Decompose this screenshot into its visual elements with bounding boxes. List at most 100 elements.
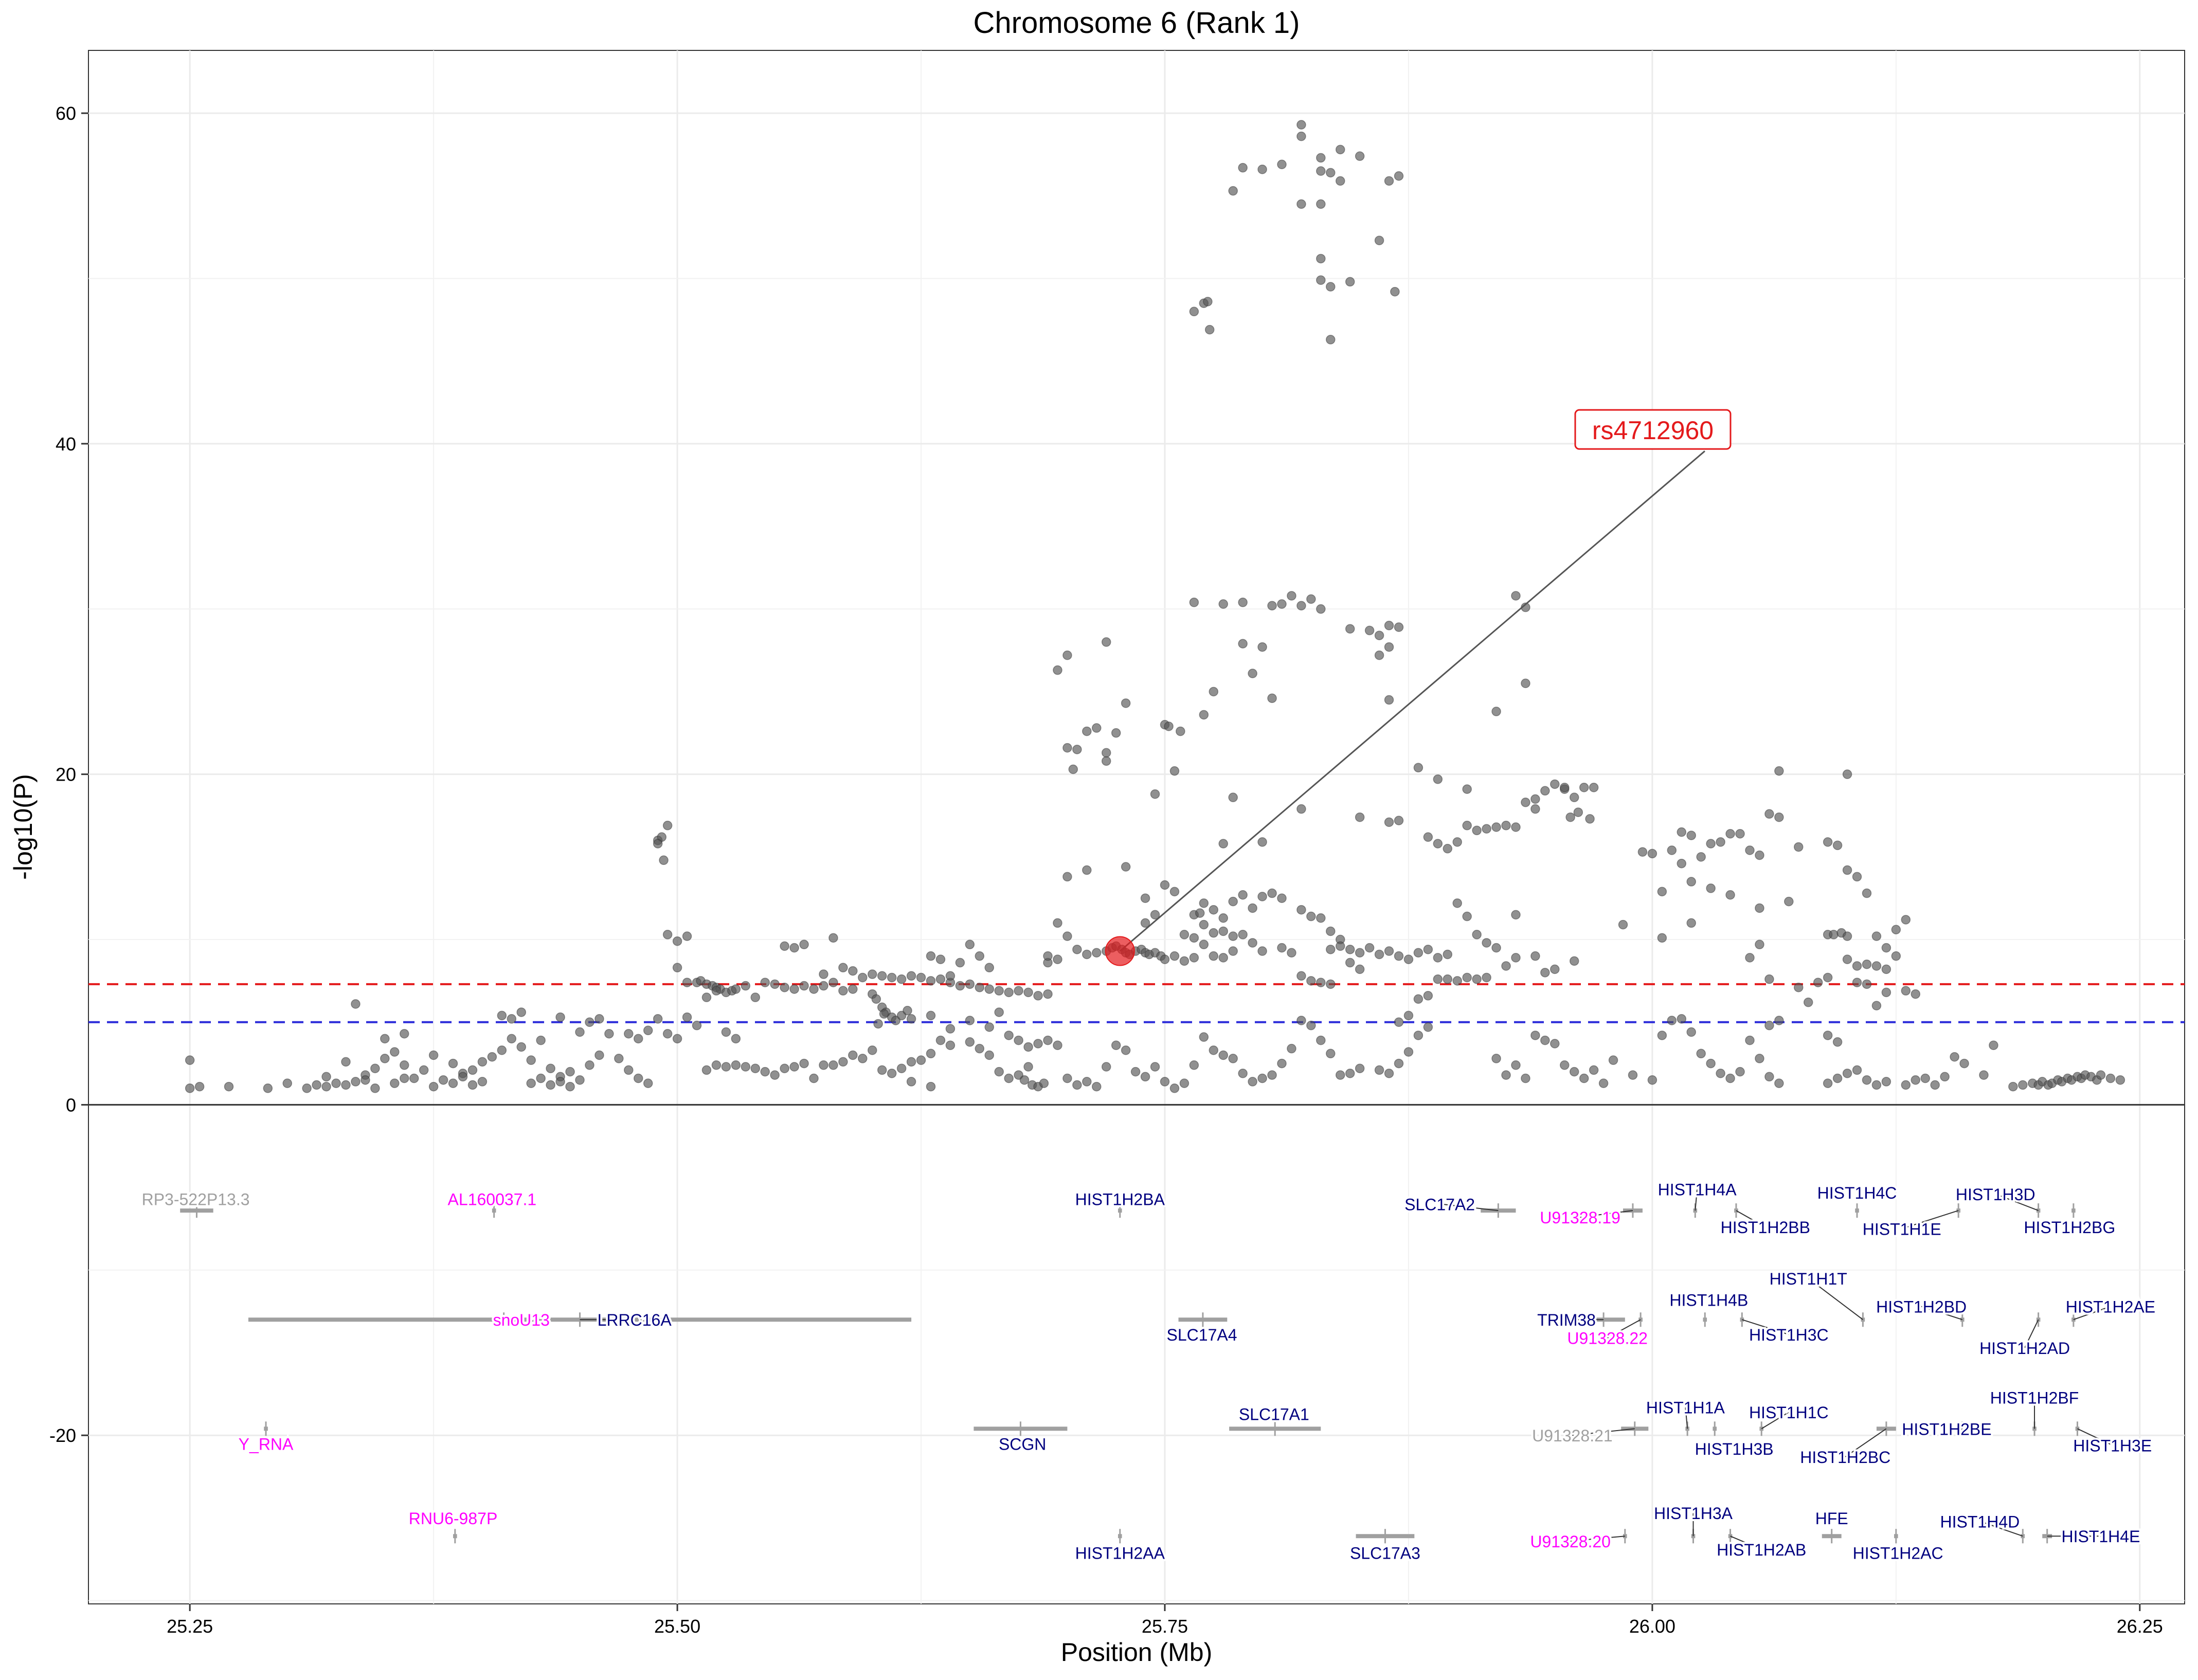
snp-point xyxy=(1550,1039,1560,1049)
snp-point xyxy=(477,1057,488,1067)
snp-point xyxy=(1832,1073,1843,1083)
snp-point xyxy=(1530,804,1540,814)
snp-point xyxy=(1345,1069,1355,1078)
gene-label-leader xyxy=(1921,1306,1963,1321)
snp-point xyxy=(1657,933,1667,943)
snp-point xyxy=(711,1060,722,1070)
snp-point xyxy=(1248,903,1257,913)
snp-point xyxy=(1433,974,1443,984)
snp-point xyxy=(1296,905,1306,915)
snp-point xyxy=(1296,131,1306,141)
gene-label: HIST1H2BF xyxy=(1990,1388,2079,1407)
snp-points xyxy=(185,120,2125,1093)
snp-point xyxy=(984,1050,994,1060)
x-tick-label: 25.25 xyxy=(167,1616,213,1637)
snp-point xyxy=(1560,1060,1570,1070)
snp-point xyxy=(1443,844,1453,854)
snp-point xyxy=(1394,171,1404,181)
snp-point xyxy=(1257,642,1267,652)
snp-point xyxy=(380,1034,390,1044)
snp-point xyxy=(1316,604,1326,614)
snp-point xyxy=(1384,1069,1394,1078)
snp-point xyxy=(1326,1049,1336,1059)
snp-point xyxy=(799,940,809,949)
snp-point xyxy=(1199,710,1209,720)
snp-point xyxy=(1716,1069,1725,1078)
gene-label-leader xyxy=(1741,1319,1789,1335)
snp-point xyxy=(1569,956,1579,966)
snp-point xyxy=(585,1060,594,1070)
snp-point xyxy=(1832,1037,1843,1047)
plot-panel xyxy=(88,50,2185,1604)
snp-point xyxy=(1891,925,1901,935)
snp-point xyxy=(1306,1020,1316,1031)
snp-point xyxy=(789,984,799,994)
snp-point xyxy=(1862,1075,1872,1085)
snp-point xyxy=(1725,890,1735,900)
snp-point xyxy=(916,1055,926,1065)
snp-point xyxy=(1195,908,1205,918)
snp-point xyxy=(1150,1062,1160,1072)
snp-point xyxy=(1345,624,1355,634)
snp-point xyxy=(1101,748,1111,758)
gene-label: HIST1H2BG xyxy=(2024,1218,2115,1237)
snp-point xyxy=(1019,1075,1030,1085)
snp-point xyxy=(1101,1062,1111,1072)
snp-point xyxy=(721,1027,731,1037)
snp-point xyxy=(1092,1081,1102,1092)
gene-label: HIST1H2BE xyxy=(1902,1420,1991,1438)
snp-point xyxy=(1423,832,1433,842)
axes: 25.25 25.50 25.75 26.00 26.25 -20 0 20 40 60 xyxy=(49,103,2163,1637)
snp-point xyxy=(1443,949,1453,960)
gene-label: HFE xyxy=(1815,1509,1848,1528)
snp-point xyxy=(1560,783,1570,792)
snp-point xyxy=(1384,695,1394,705)
snp-point xyxy=(1628,1070,1638,1080)
snp-point xyxy=(1569,792,1579,802)
snp-point xyxy=(1140,918,1150,928)
snp-point xyxy=(2115,1075,2125,1085)
snp-point xyxy=(819,1060,828,1070)
snp-point xyxy=(487,1052,497,1062)
snp-point xyxy=(965,940,975,949)
snp-point xyxy=(1238,639,1248,649)
snp-point xyxy=(1316,978,1326,987)
snp-point xyxy=(1784,896,1794,907)
snp-point xyxy=(1423,991,1433,1001)
snp-point xyxy=(1062,743,1072,753)
snp-point xyxy=(633,1073,643,1083)
snp-point xyxy=(770,1070,780,1080)
snp-point xyxy=(1491,822,1501,832)
snp-point xyxy=(1218,839,1228,848)
snp-point xyxy=(1160,954,1170,964)
y-tick-label: -20 xyxy=(49,1425,76,1446)
snp-point xyxy=(1179,930,1190,940)
snp-point xyxy=(1569,1067,1579,1077)
snp-point xyxy=(1911,1075,1921,1085)
gene-label-leader xyxy=(1845,1428,1887,1457)
snp-point xyxy=(1160,880,1170,890)
snp-point xyxy=(984,984,994,994)
snp-point xyxy=(906,1014,916,1024)
snp-point xyxy=(1735,829,1745,839)
snp-point xyxy=(1530,1031,1540,1040)
snp-point xyxy=(565,1067,575,1077)
snp-point xyxy=(1521,798,1530,807)
snp-point xyxy=(1482,938,1491,948)
snp-point xyxy=(916,972,926,983)
snp-point xyxy=(1111,728,1121,738)
snp-point xyxy=(1920,1073,1930,1083)
snp-point xyxy=(380,1054,390,1063)
snp-point xyxy=(536,1035,546,1045)
snp-point xyxy=(662,930,673,940)
gene-label-leader xyxy=(1572,1428,1635,1436)
gene-label: HIST1H1C xyxy=(1749,1403,1829,1422)
snp-point xyxy=(1565,812,1575,822)
snp-point xyxy=(1989,1040,1998,1050)
gene-label: HIST1H1T xyxy=(1770,1270,1847,1288)
snp-point xyxy=(1287,591,1296,601)
snp-point xyxy=(770,979,780,989)
snp-point xyxy=(1667,1016,1677,1025)
snp-point xyxy=(390,1078,400,1088)
snp-point xyxy=(1774,812,1784,822)
